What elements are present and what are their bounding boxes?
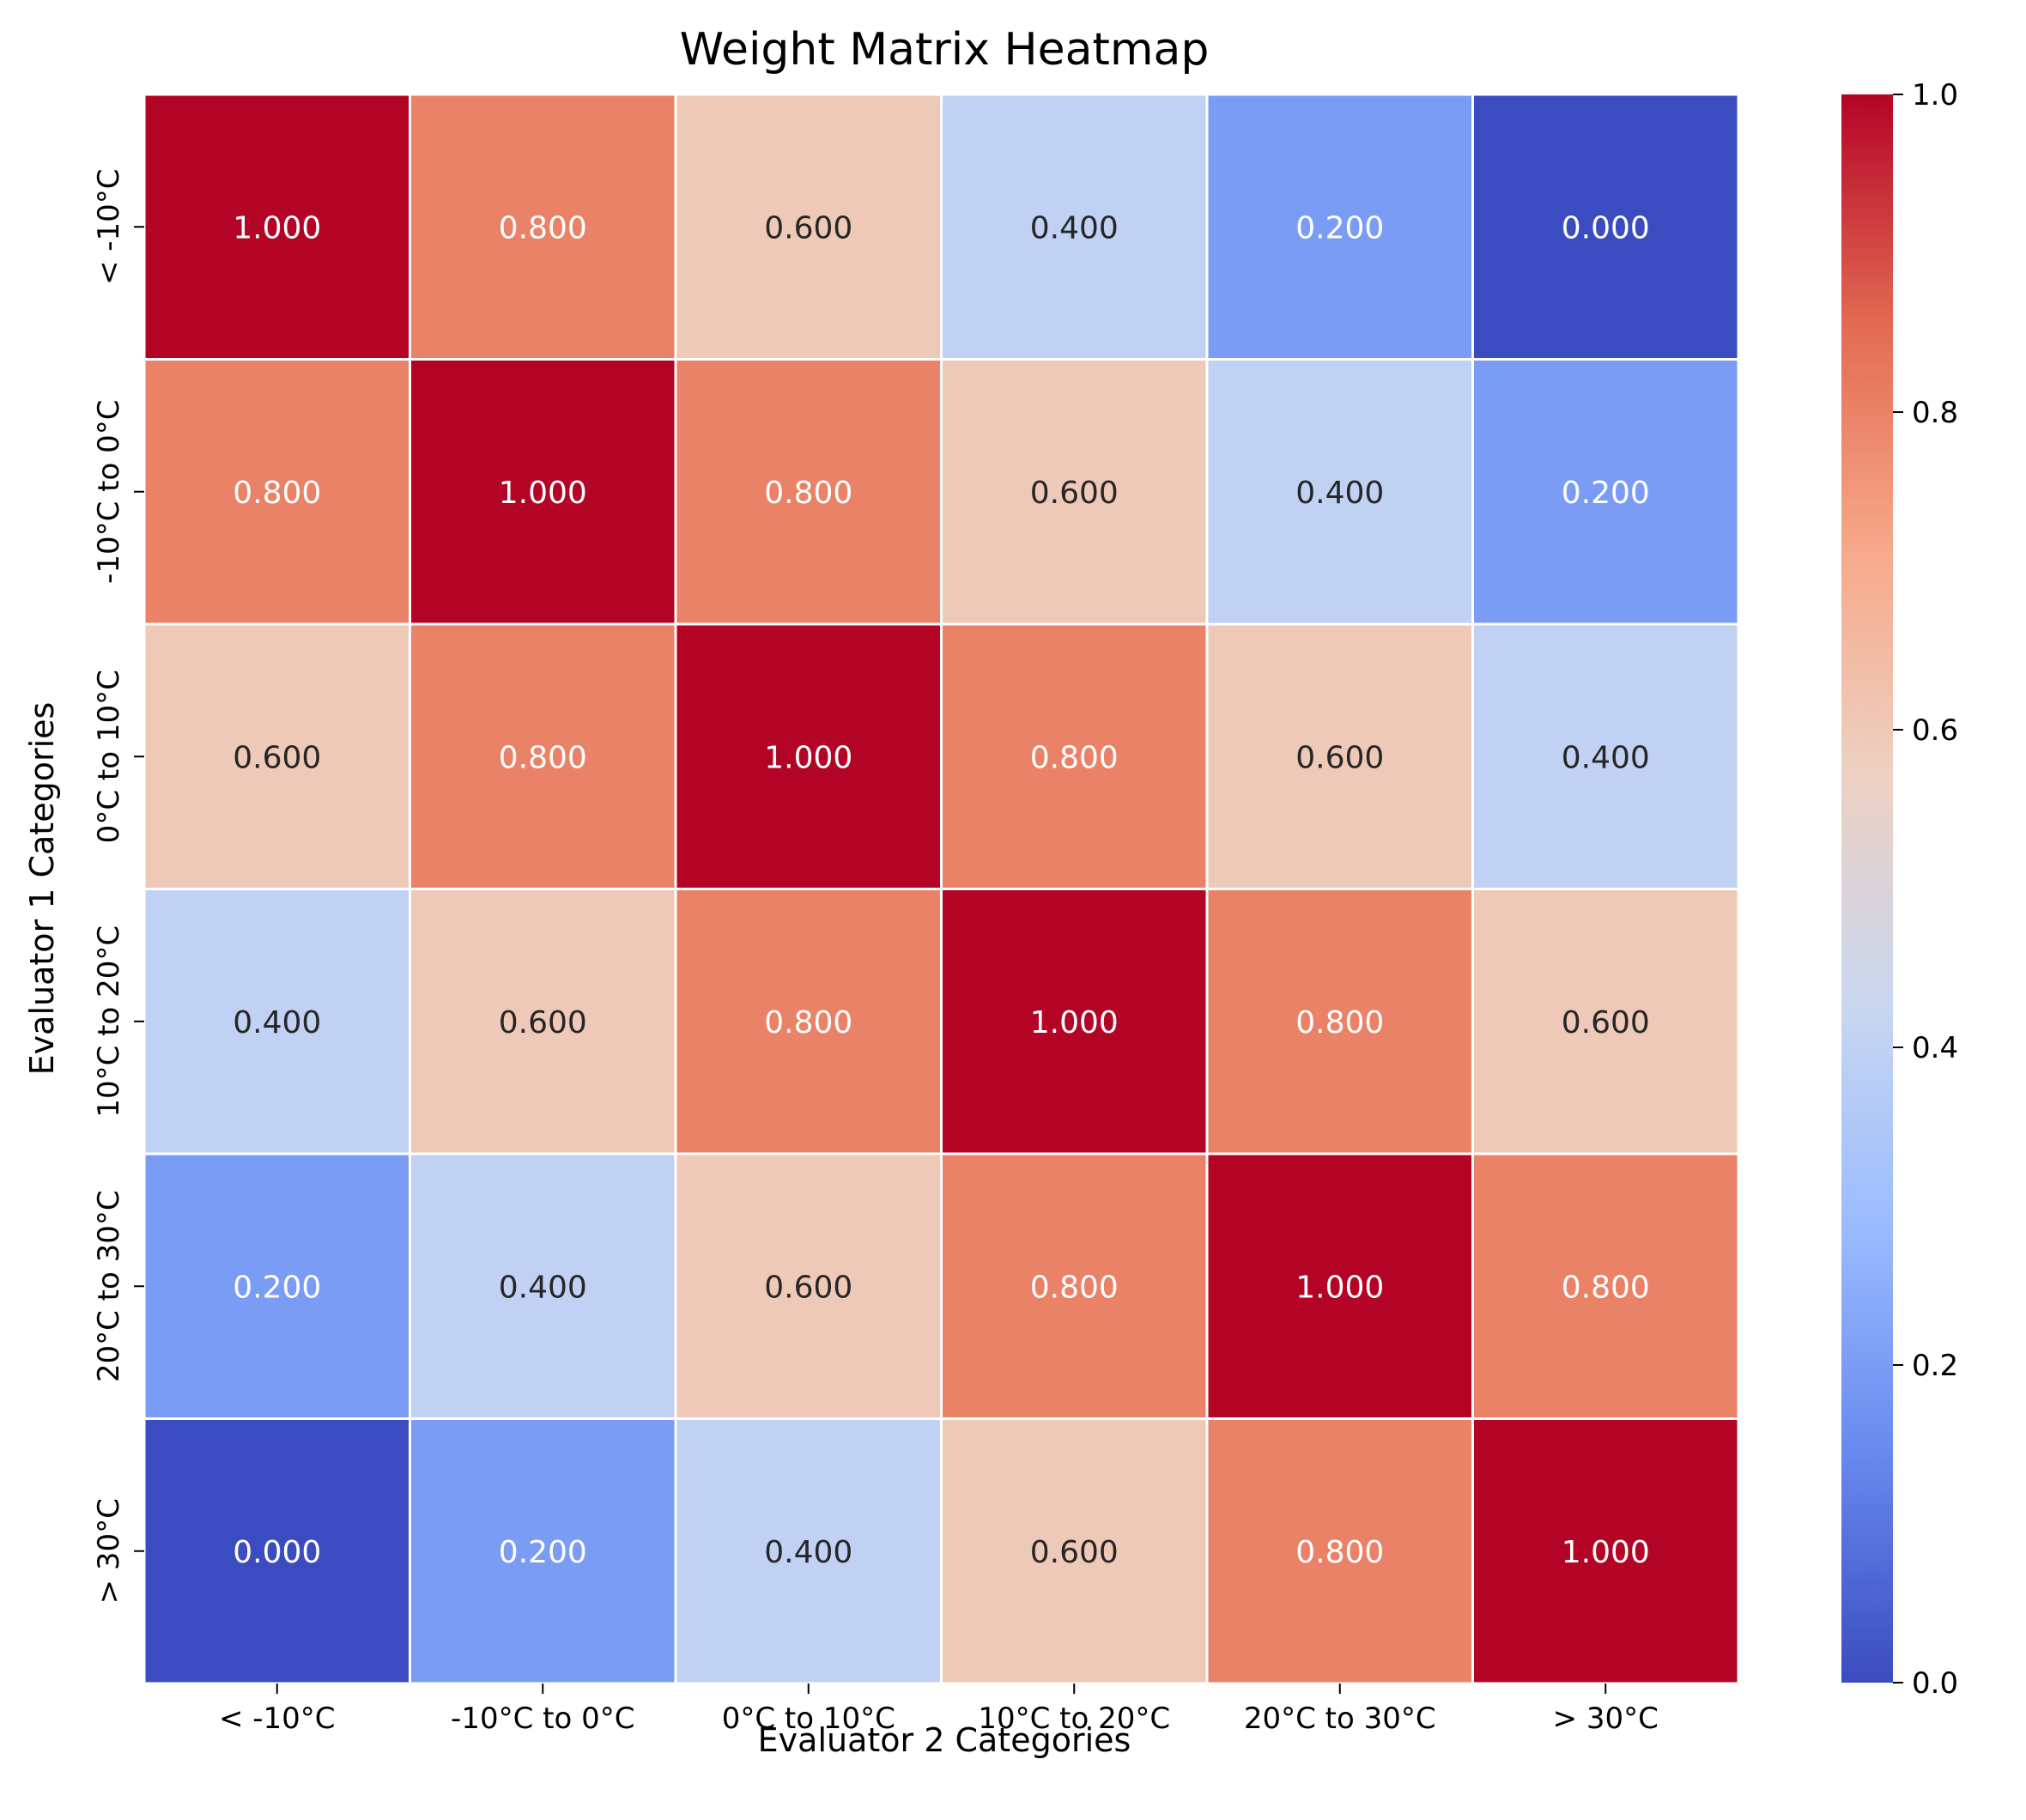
heatmap-cells (143, 93, 1740, 1685)
cell-value-label: 0.600 (764, 210, 852, 246)
heatmap-cell (1471, 358, 1740, 626)
y-tick-label: 20°C to 30°C (92, 1190, 126, 1382)
colorbar-tick-label: 0.2 (1912, 1349, 1958, 1383)
cell-value-label: 0.000 (233, 1535, 321, 1570)
cell-value-label: 0.600 (499, 1005, 587, 1040)
heatmap-cell (143, 93, 411, 361)
cell-value-label: 0.600 (1030, 1535, 1119, 1570)
cell-value-label: 0.800 (1295, 1005, 1384, 1040)
heatmap-cell (1471, 93, 1740, 361)
cell-value-label: 0.800 (499, 210, 587, 246)
heatmap-cell (409, 358, 677, 626)
cell-value-label: 0.600 (1562, 1005, 1650, 1040)
cell-value-label: 0.800 (1295, 1535, 1384, 1570)
heatmap-cell-labels: 1.000 0.800 0.600 0.400 0.200 0.000 0.800 1.000… (233, 210, 1650, 1570)
heatmap-cell (1205, 622, 1474, 890)
y-tick-label: -10°C to 0°C (92, 400, 126, 584)
cell-value-label: 0.600 (764, 1270, 852, 1305)
y-axis-ticks: < -10°C -10°C to 0°C 0°C to 10°C 10°C to 20… (92, 168, 144, 1604)
x-tick-label: > 30°C (1553, 1702, 1659, 1736)
cell-value-label: 1.000 (764, 740, 852, 775)
cell-value-label: 0.200 (1562, 476, 1650, 511)
cell-value-label: 0.000 (1562, 210, 1650, 246)
y-tick-label: > 30°C (92, 1498, 126, 1604)
x-axis-label: Evaluator 2 Categories (758, 1721, 1131, 1759)
heatmap-cell (143, 1152, 411, 1420)
x-tick-label: 10°C to 20°C (978, 1702, 1170, 1736)
heatmap-cell (674, 1152, 943, 1420)
x-tick-label: 0°C to 10°C (722, 1702, 895, 1736)
heatmap-cell (143, 888, 411, 1156)
x-tick-label: 20°C to 30°C (1244, 1702, 1436, 1736)
colorbar-tick-label: 1.0 (1912, 78, 1958, 112)
cell-value-label: 0.400 (1030, 210, 1119, 246)
heatmap-cell (1471, 1417, 1740, 1685)
heatmap-cell (940, 358, 1209, 626)
cell-value-label: 1.000 (233, 210, 321, 246)
cell-value-label: 0.800 (1030, 1270, 1119, 1305)
cell-value-label: 0.800 (1562, 1270, 1650, 1305)
colorbar (1841, 94, 1893, 1683)
heatmap-cell (940, 888, 1209, 1156)
chart-title: Weight Matrix Heatmap (680, 24, 1210, 76)
cell-value-label: 0.800 (764, 476, 852, 511)
heatmap-cell (143, 622, 411, 890)
y-tick-label: 0°C to 10°C (92, 670, 126, 843)
heatmap-cell (409, 93, 677, 361)
heatmap-cell (1205, 888, 1474, 1156)
heatmap-cell (940, 1152, 1209, 1420)
heatmap-cell (940, 93, 1209, 361)
colorbar-tick-label: 0.8 (1912, 396, 1958, 430)
cell-value-label: 0.600 (1295, 740, 1384, 775)
colorbar-tick-label: 0.4 (1912, 1031, 1958, 1065)
cell-value-label: 0.400 (764, 1535, 852, 1570)
heatmap-cell (674, 93, 943, 361)
colorbar-tick-label: 0.0 (1912, 1666, 1958, 1701)
cell-value-label: 0.200 (233, 1270, 321, 1305)
cell-value-label: 1.000 (499, 476, 587, 511)
x-tick-label: < -10°C (219, 1702, 336, 1736)
cell-value-label: 0.200 (1295, 210, 1384, 246)
heatmap-cell (1205, 93, 1474, 361)
cell-value-label: 0.400 (233, 1005, 321, 1040)
cell-value-label: 0.800 (499, 740, 587, 775)
cell-value-label: 0.400 (499, 1270, 587, 1305)
x-axis-ticks: < -10°C -10°C to 0°C 0°C to 10°C 10°C to 20… (219, 1684, 1659, 1736)
heatmap-cell (1471, 1152, 1740, 1420)
cell-value-label: 0.600 (233, 740, 321, 775)
heatmap-cell (940, 622, 1209, 890)
cell-value-label: 0.600 (1030, 476, 1119, 511)
x-tick-label: -10°C to 0°C (451, 1702, 634, 1736)
cell-value-label: 0.800 (1030, 740, 1119, 775)
heatmap-cell (1471, 888, 1740, 1156)
cell-value-label: 0.400 (1295, 476, 1384, 511)
y-tick-label: 10°C to 20°C (92, 925, 126, 1118)
heatmap-cell (1471, 622, 1740, 890)
cell-value-label: 0.400 (1562, 740, 1650, 775)
cell-value-label: 1.000 (1295, 1270, 1384, 1305)
cell-value-label: 0.800 (233, 476, 321, 511)
cell-value-label: 1.000 (1562, 1535, 1650, 1570)
y-axis-label: Evaluator 1 Categories (23, 702, 61, 1076)
cell-value-label: 0.800 (764, 1005, 852, 1040)
heatmap-cell (674, 622, 943, 890)
heatmap-cell (409, 888, 677, 1156)
heatmap-cell (674, 888, 943, 1156)
heatmap-cell (409, 622, 677, 890)
colorbar-tick-label: 0.6 (1912, 713, 1958, 748)
colorbar-ticks: 0.0 0.2 0.4 0.6 0.8 1.0 (1893, 78, 1958, 1701)
y-tick-label: < -10°C (92, 168, 126, 285)
heatmap-cell (143, 1417, 411, 1685)
cell-value-label: 1.000 (1030, 1005, 1119, 1040)
cell-value-label: 0.200 (499, 1535, 587, 1570)
heatmap-cell (1205, 1417, 1474, 1685)
heatmap-cell (1205, 1152, 1474, 1420)
